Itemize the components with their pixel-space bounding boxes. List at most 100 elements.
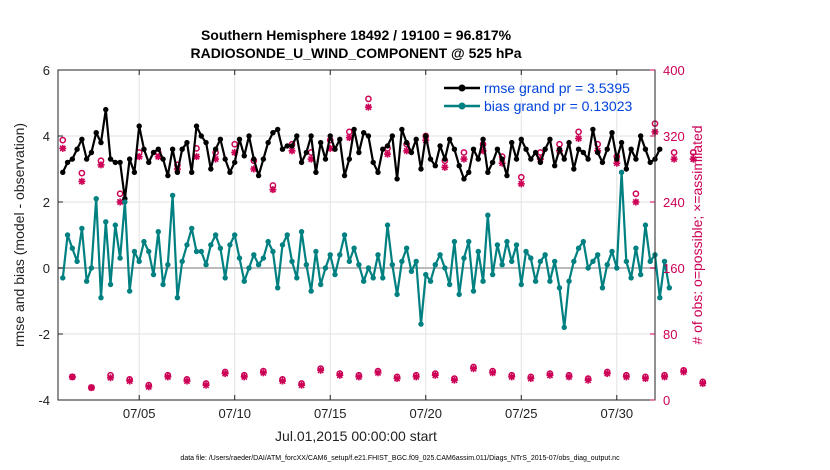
bias-point <box>389 262 396 268</box>
rmse-point <box>399 126 405 133</box>
bias-point <box>609 248 615 255</box>
y-right-tick-label: 80 <box>663 327 677 342</box>
bias-point <box>489 271 496 278</box>
rmse-point <box>446 136 453 142</box>
bias-point <box>279 242 286 248</box>
obs-possible-marker <box>575 128 582 136</box>
bias-point <box>509 258 515 265</box>
bias-point <box>79 225 85 232</box>
rmse-point <box>298 159 305 166</box>
rmse-point <box>642 146 649 152</box>
bias-point <box>136 258 142 265</box>
bias-point <box>399 258 405 265</box>
bias-point <box>599 285 606 291</box>
obs-assimilated-stroke <box>374 369 382 376</box>
bias-point <box>413 258 419 265</box>
obs-possible-marker <box>365 95 372 103</box>
obs-assimilated-marker <box>364 103 372 111</box>
obs-assimilated-marker <box>670 155 678 163</box>
bias-point <box>265 238 271 245</box>
rmse-point <box>184 139 190 146</box>
rmse-point <box>585 156 591 162</box>
obs-assimilated-marker <box>584 376 592 384</box>
bias-point <box>64 232 71 238</box>
obs-assimilated-marker <box>527 375 535 383</box>
rmse-point <box>561 156 567 162</box>
bias-point <box>380 275 386 281</box>
obs-possible-marker <box>460 149 468 156</box>
bias-point <box>633 245 639 251</box>
obs-assimilated-marker <box>460 155 468 163</box>
bias-point <box>107 281 114 288</box>
obs-assimilated-stroke <box>193 153 200 160</box>
rmse-point <box>513 156 520 162</box>
bias-point <box>327 252 333 258</box>
obs-assimilated-marker <box>517 180 525 188</box>
obs-assimilated-marker <box>87 384 95 392</box>
rmse-point <box>456 163 462 169</box>
rmse-point <box>141 146 147 152</box>
obs-assimilated-marker <box>145 383 153 391</box>
rmse-point <box>590 126 596 133</box>
x-tick-label: 07/05 <box>123 406 156 421</box>
bias-point <box>337 252 343 258</box>
bias-point <box>418 321 424 327</box>
rmse-point <box>408 149 415 156</box>
bias-point <box>532 278 539 284</box>
obs-possible-marker <box>632 190 640 198</box>
rmse-point <box>470 146 477 152</box>
y-right-tick-label: 400 <box>663 63 685 78</box>
data-file-footnote: data file: /Users/raeder/DAI/ATM_forcXX/… <box>180 455 620 462</box>
bias-point <box>303 262 310 268</box>
rmse-point <box>284 143 290 149</box>
obs-assimilated-marker <box>632 198 640 206</box>
obs-assimilated-stroke <box>575 135 582 142</box>
rmse-point <box>69 156 76 162</box>
obs-assimilated-marker <box>546 371 554 379</box>
bias-point <box>217 245 224 251</box>
rmse-point <box>480 136 486 142</box>
rmse-point <box>227 169 233 175</box>
obs-assimilated-stroke <box>632 198 640 206</box>
bias-point <box>642 222 649 228</box>
obs-possible-marker <box>231 140 239 148</box>
obs-assimilated-marker <box>164 373 172 381</box>
obs-assimilated-stroke <box>441 164 449 171</box>
bias-point <box>179 258 185 265</box>
rmse-point <box>418 166 424 172</box>
obs-assimilated-stroke <box>88 384 95 391</box>
rmse-point <box>384 143 391 149</box>
rmse-point <box>83 156 90 162</box>
bias-point <box>289 258 295 265</box>
obs-assimilated-stroke <box>661 373 668 381</box>
bias-point <box>150 271 157 278</box>
rmse-point <box>351 126 357 133</box>
rmse-point <box>88 149 95 156</box>
rmse-point <box>542 146 548 152</box>
obs-assimilated-marker <box>403 147 411 155</box>
obs-possible-marker <box>116 190 124 198</box>
rmse-point <box>628 146 634 152</box>
rmse-point <box>432 163 439 169</box>
rmse-point <box>485 169 491 175</box>
obs-assimilated-marker <box>135 153 143 161</box>
rmse-point <box>571 166 577 172</box>
rmse-point <box>509 139 515 146</box>
obs-assimilated-stroke <box>298 381 305 389</box>
x-tick-label: 07/25 <box>505 406 538 421</box>
bias-point <box>442 265 448 271</box>
obs-assimilated-stroke <box>470 365 477 372</box>
rmse-point <box>466 169 472 175</box>
bias-point <box>423 271 429 278</box>
legend: rmse grand pr = 3.5395 bias grand pr = 0… <box>444 80 632 114</box>
rmse-point <box>494 146 501 152</box>
y-tick-label: 4 <box>43 129 50 144</box>
bias-point <box>470 288 477 294</box>
rmse-point <box>198 133 204 139</box>
bias-point <box>504 238 510 245</box>
rmse-point <box>556 146 563 152</box>
bias-point <box>494 242 501 248</box>
obs-possible-marker <box>670 149 678 156</box>
obs-assimilated-marker <box>489 369 497 377</box>
obs-assimilated-marker <box>97 161 105 169</box>
